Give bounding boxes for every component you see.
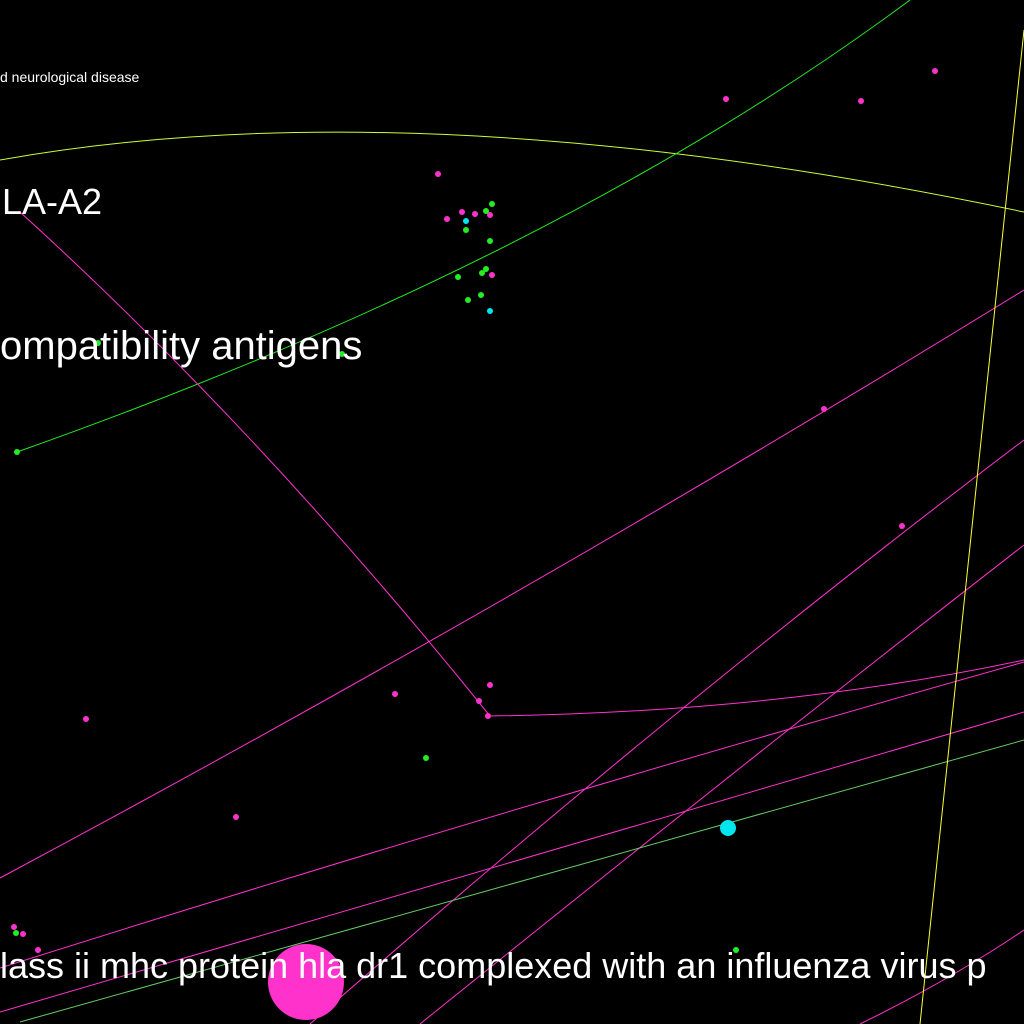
graph-node[interactable] <box>483 266 489 272</box>
graph-node[interactable] <box>233 814 239 820</box>
node-label-histocompatibility-antigens: ompatibility antigens <box>0 324 362 368</box>
graph-node[interactable] <box>13 930 19 936</box>
graph-node[interactable] <box>932 68 938 74</box>
graph-edge <box>19 211 491 717</box>
graph-node[interactable] <box>435 171 441 177</box>
node-label-hla-a2: LA-A2 <box>2 181 102 222</box>
graph-node[interactable] <box>465 297 471 303</box>
graph-edge <box>419 544 1024 1024</box>
graph-node[interactable] <box>487 682 493 688</box>
graph-node[interactable] <box>487 308 493 314</box>
graph-node[interactable] <box>472 211 478 217</box>
graph-node-medium[interactable] <box>720 820 736 836</box>
graph-node[interactable] <box>35 947 41 953</box>
graph-node[interactable] <box>858 98 864 104</box>
graph-edge <box>0 131 1024 213</box>
graph-node[interactable] <box>478 292 484 298</box>
graph-node-large[interactable] <box>268 944 344 1020</box>
graph-node[interactable] <box>489 201 495 207</box>
graph-edge <box>489 659 1024 717</box>
graph-node[interactable] <box>339 351 345 357</box>
graph-node[interactable] <box>20 931 26 937</box>
graph-edge <box>309 439 1024 1024</box>
graph-node[interactable] <box>14 449 20 455</box>
graph-node[interactable] <box>723 96 729 102</box>
graph-node[interactable] <box>95 340 101 346</box>
graph-node[interactable] <box>459 209 465 215</box>
node-label-mhc-protein-complex: lass ii mhc protein hla dr1 complexed wi… <box>0 945 986 986</box>
graph-edge <box>16 0 911 453</box>
graph-node[interactable] <box>479 270 485 276</box>
graph-node[interactable] <box>444 216 450 222</box>
graph-node[interactable] <box>392 691 398 697</box>
graph-node[interactable] <box>821 406 827 412</box>
graph-node[interactable] <box>463 227 469 233</box>
graph-edge <box>859 929 1024 1024</box>
graph-edge <box>0 289 1024 879</box>
graph-node[interactable] <box>899 523 905 529</box>
graph-node[interactable] <box>476 698 482 704</box>
graph-node[interactable] <box>463 218 469 224</box>
node-label-neurological-disease: d neurological disease <box>0 69 140 85</box>
graph-node[interactable] <box>11 924 17 930</box>
graph-edge <box>0 711 1024 1013</box>
graph-node[interactable] <box>733 947 739 953</box>
graph-node[interactable] <box>485 713 491 719</box>
graph-node[interactable] <box>489 272 495 278</box>
graph-node[interactable] <box>423 755 429 761</box>
graph-labels: d neurological disease LA-A2 ompatibilit… <box>0 69 986 986</box>
graph-node[interactable] <box>455 274 461 280</box>
graph-nodes <box>11 68 938 1020</box>
graph-node[interactable] <box>483 208 489 214</box>
graph-edge <box>919 29 1024 1024</box>
graph-node[interactable] <box>487 238 493 244</box>
graph-node[interactable] <box>83 716 89 722</box>
graph-edge <box>0 661 1024 969</box>
graph-node[interactable] <box>487 212 493 218</box>
